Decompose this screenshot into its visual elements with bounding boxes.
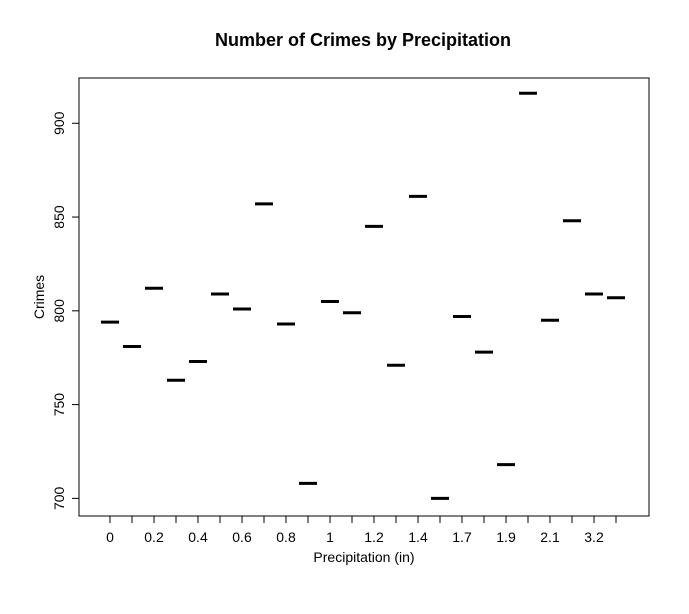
x-tick-label: 0.4 <box>188 529 208 545</box>
x-tick-label: 1.4 <box>408 529 428 545</box>
x-tick-label: 1.7 <box>452 529 472 545</box>
x-tick-label: 0.6 <box>232 529 252 545</box>
x-tick-label: 1.2 <box>364 529 384 545</box>
y-axis: 700 750 800 850 900 <box>51 111 80 510</box>
x-axis-label: Precipitation (in) <box>313 549 414 565</box>
x-tick-label: 0.2 <box>144 529 164 545</box>
x-tick-label: 1.9 <box>496 529 516 545</box>
plot-frame <box>78 77 650 517</box>
x-tick-label: 1 <box>326 529 334 545</box>
x-axis: 0 0.2 0.4 0.6 0.8 1 1.2 1.4 1.7 1.9 2.1 3.2 <box>106 515 617 545</box>
y-tick-label: 800 <box>51 299 67 323</box>
y-tick-label: 850 <box>51 205 67 229</box>
y-tick-label: 700 <box>51 486 67 510</box>
chart-title: Number of Crimes by Precipitation <box>215 30 511 50</box>
x-tick-label: 0.8 <box>276 529 296 545</box>
x-tick-label: 2.1 <box>540 529 560 545</box>
x-tick-label: 3.2 <box>584 529 604 545</box>
data-marks <box>101 91 625 500</box>
y-tick-label: 750 <box>51 393 67 417</box>
x-tick-label: 0 <box>106 529 114 545</box>
y-tick-label: 900 <box>51 111 67 135</box>
y-axis-label: Crimes <box>31 275 47 319</box>
